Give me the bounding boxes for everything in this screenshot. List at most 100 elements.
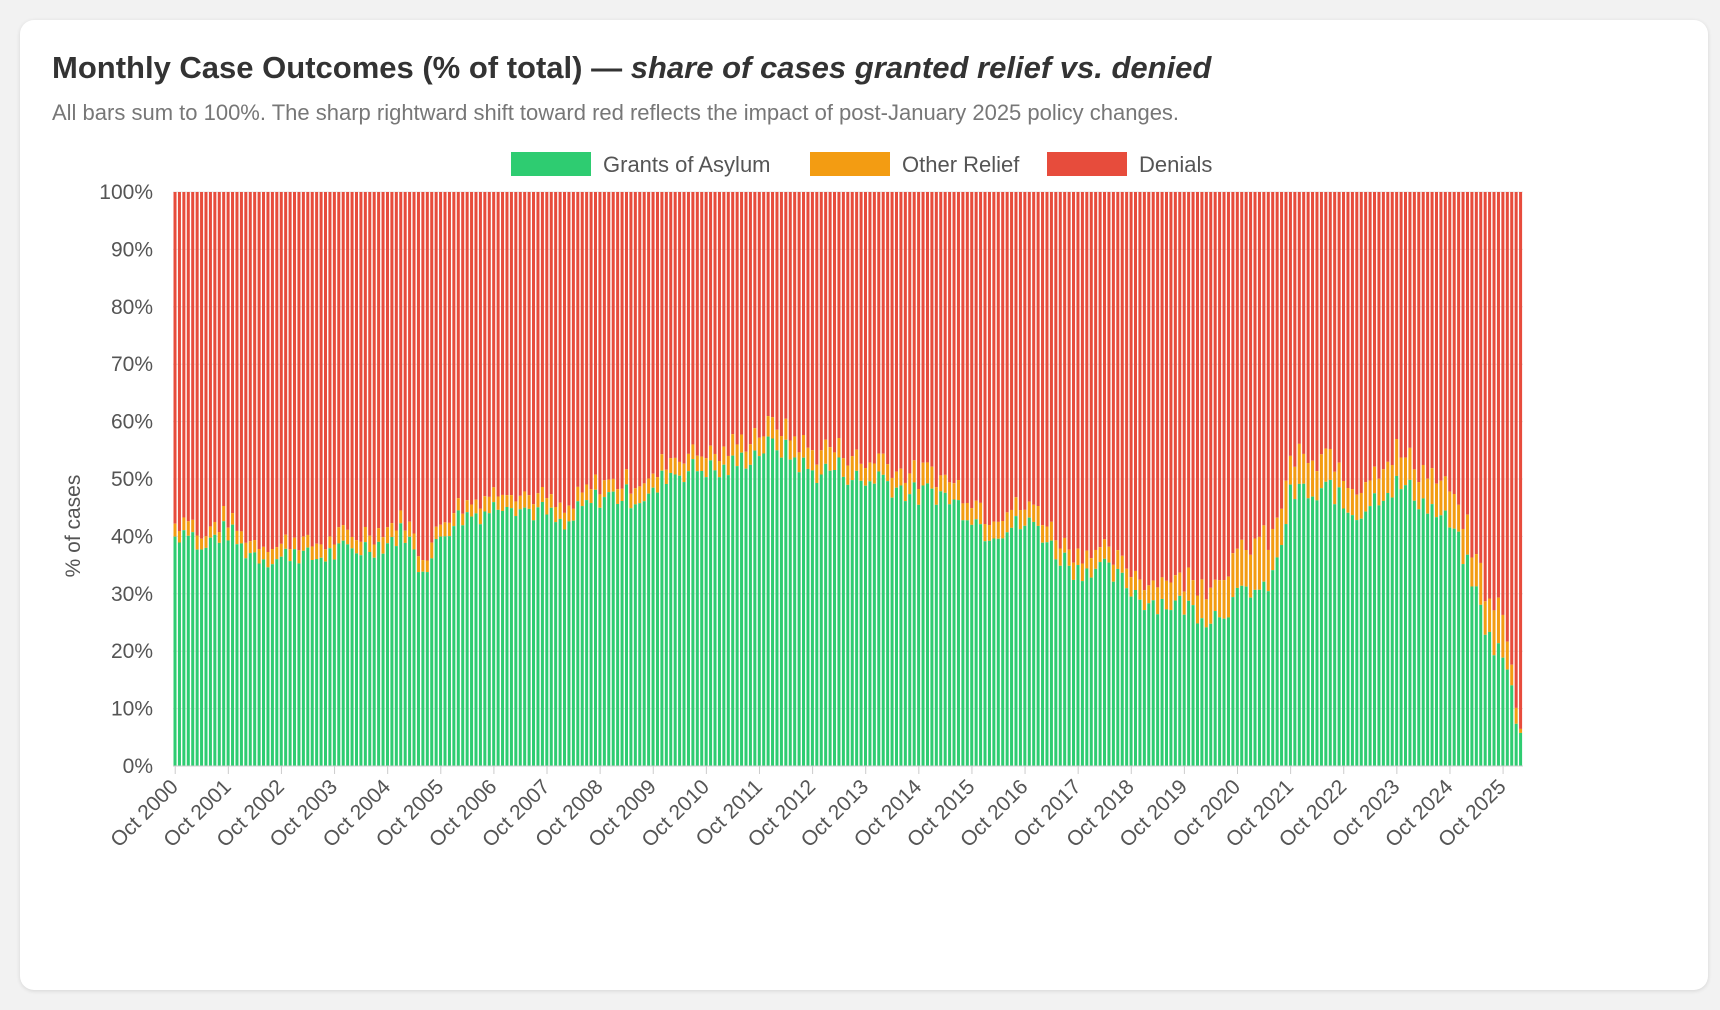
bar-month — [1005, 192, 1009, 766]
bar-other-relief — [886, 464, 890, 482]
bar-other-relief — [979, 502, 983, 525]
bar-month — [890, 192, 894, 766]
bar-denials — [1085, 192, 1089, 551]
y-tick-label: 20% — [111, 640, 153, 663]
bar-other-relief — [532, 504, 536, 521]
bar-grants — [779, 457, 783, 766]
bar-grants — [1452, 528, 1456, 766]
bar-denials — [598, 192, 602, 495]
bar-month — [956, 192, 960, 766]
bar-month — [921, 192, 925, 766]
bar-denials — [452, 192, 456, 514]
bar-grants — [1226, 617, 1230, 766]
bar-other-relief — [899, 468, 903, 486]
bar-other-relief — [855, 449, 859, 471]
bar-other-relief — [487, 496, 491, 514]
bar-month — [1195, 192, 1199, 766]
bar-month — [1125, 192, 1129, 766]
bar-grants — [633, 504, 637, 766]
bar-denials — [1036, 192, 1040, 507]
bar-other-relief — [686, 453, 690, 472]
bar-month — [1200, 192, 1204, 766]
bar-denials — [1262, 192, 1266, 526]
bar-denials — [545, 192, 549, 499]
bar-other-relief — [1280, 508, 1284, 546]
legend-label-grants: Grants of Asylum — [603, 152, 771, 177]
bar-month — [824, 192, 828, 766]
bar-month — [647, 192, 651, 766]
bar-other-relief — [1151, 580, 1155, 601]
bar-denials — [576, 192, 580, 487]
bar-other-relief — [841, 458, 845, 477]
bar-other-relief — [1426, 478, 1430, 514]
bar-grants — [704, 477, 708, 766]
bar-denials — [824, 192, 828, 440]
bar-other-relief — [1218, 580, 1222, 618]
bar-grants — [501, 510, 505, 766]
bar-other-relief — [987, 525, 991, 541]
bar-grants — [1063, 552, 1067, 766]
bar-denials — [337, 192, 341, 528]
bar-month — [310, 192, 314, 766]
bar-other-relief — [1474, 554, 1478, 587]
bar-grants — [394, 546, 398, 766]
bar-other-relief — [669, 458, 673, 474]
bar-grants — [1417, 509, 1421, 766]
bar-grants — [576, 501, 580, 766]
bar-other-relief — [213, 521, 217, 535]
bar-month — [1253, 192, 1257, 766]
bar-denials — [443, 192, 447, 523]
bar-other-relief — [496, 496, 500, 510]
bar-month — [257, 192, 261, 766]
legend-swatch-grants — [511, 152, 591, 176]
bar-month — [1213, 192, 1217, 766]
bar-other-relief — [1417, 482, 1421, 510]
bar-grants — [580, 506, 584, 766]
bar-grants — [930, 488, 934, 766]
bar-denials — [1390, 192, 1394, 466]
bar-grants — [337, 543, 341, 766]
bar-grants — [1395, 475, 1399, 766]
bar-other-relief — [1089, 558, 1093, 578]
bar-month — [549, 192, 553, 766]
bar-month — [771, 192, 775, 766]
bar-other-relief — [1395, 439, 1399, 476]
bar-denials — [421, 192, 425, 561]
bar-other-relief — [762, 436, 766, 454]
bar-month — [1054, 192, 1058, 766]
bar-month — [1417, 192, 1421, 766]
bar-other-relief — [1488, 598, 1492, 632]
bar-denials — [616, 192, 620, 490]
bar-grants — [1386, 493, 1390, 766]
bar-month — [996, 192, 1000, 766]
bar-grants — [1213, 611, 1217, 766]
bar-other-relief — [372, 544, 376, 558]
bar-denials — [899, 192, 903, 469]
bar-other-relief — [655, 477, 659, 493]
bar-denials — [1355, 192, 1359, 495]
bar-grants — [894, 487, 899, 766]
bar-month — [1448, 192, 1452, 766]
bar-denials — [620, 192, 624, 489]
bar-other-relief — [434, 526, 438, 540]
bar-denials — [921, 192, 925, 463]
bar-month — [315, 192, 319, 766]
bar-grants — [1240, 585, 1244, 766]
y-tick-label: 100% — [99, 181, 153, 204]
bar-grants — [558, 518, 562, 766]
bar-grants — [753, 450, 757, 766]
bar-month — [638, 192, 642, 766]
bar-grants — [939, 491, 943, 766]
bar-month — [173, 192, 177, 766]
bar-month — [1280, 192, 1284, 766]
bar-other-relief — [1505, 641, 1509, 670]
bar-month — [1311, 192, 1315, 766]
bar-grants — [793, 457, 797, 766]
bar-denials — [1213, 192, 1217, 580]
bar-other-relief — [1209, 587, 1213, 624]
bar-other-relief — [1213, 579, 1217, 612]
bar-denials — [430, 192, 434, 543]
bar-other-relief — [297, 550, 301, 564]
bar-other-relief — [1098, 547, 1102, 563]
bar-month — [284, 192, 288, 766]
